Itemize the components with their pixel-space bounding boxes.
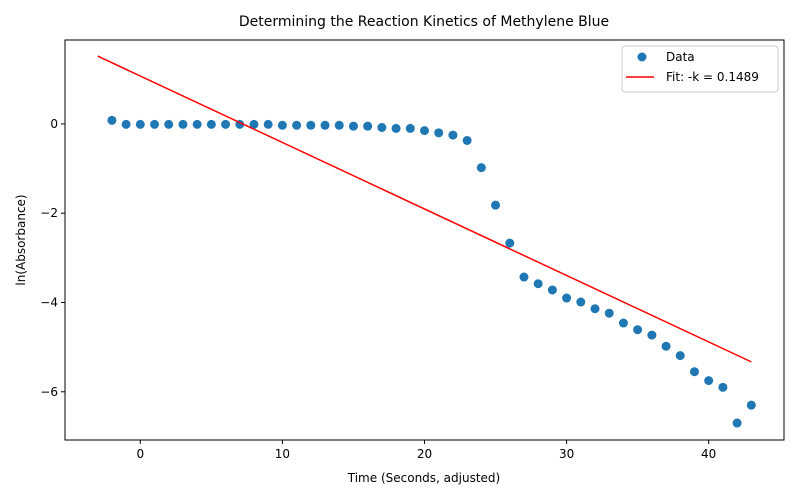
- data-point: [221, 120, 230, 129]
- data-point: [193, 120, 202, 129]
- data-point: [164, 120, 173, 129]
- data-point: [633, 325, 642, 334]
- data-point: [463, 136, 472, 145]
- fit-line: [98, 56, 752, 362]
- x-axis: 0 10 20 30 40: [136, 440, 716, 461]
- data-point: [292, 121, 301, 130]
- data-point: [434, 128, 443, 137]
- legend-fit-label: Fit: -k = 0.1489: [666, 70, 759, 84]
- data-point: [704, 376, 713, 385]
- data-point: [718, 383, 727, 392]
- data-point: [122, 120, 131, 129]
- y-axis: 0 −2 −4 −6: [40, 117, 65, 399]
- data-point: [548, 286, 557, 295]
- data-point: [534, 279, 543, 288]
- data-point: [349, 122, 358, 131]
- x-axis-label: Time (Seconds, adjusted): [347, 471, 500, 485]
- data-point: [178, 120, 187, 129]
- data-point: [733, 419, 742, 428]
- data-point: [448, 131, 457, 140]
- data-point: [335, 121, 344, 130]
- data-point: [306, 121, 315, 130]
- y-tick-label: −6: [40, 385, 58, 399]
- data-point: [264, 120, 273, 129]
- data-point: [392, 124, 401, 133]
- legend-data-marker: [638, 53, 647, 62]
- chart-title: Determining the Reaction Kinetics of Met…: [239, 14, 609, 30]
- data-point: [605, 309, 614, 318]
- data-point: [676, 351, 685, 360]
- data-point: [562, 294, 571, 303]
- data-point: [420, 126, 429, 135]
- x-tick-label: 10: [275, 447, 290, 461]
- data-point: [591, 304, 600, 313]
- y-axis-label: ln(Absorbance): [14, 194, 28, 285]
- data-point: [505, 239, 514, 248]
- data-point: [321, 121, 330, 130]
- x-tick-label: 0: [136, 447, 144, 461]
- legend: Data Fit: -k = 0.1489: [622, 46, 778, 92]
- data-point: [363, 122, 372, 131]
- data-point: [576, 298, 585, 307]
- data-point: [619, 319, 628, 328]
- legend-box: [622, 46, 778, 92]
- data-point: [377, 123, 386, 132]
- y-tick-label: 0: [50, 117, 58, 131]
- data-point: [150, 120, 159, 129]
- data-point: [747, 401, 756, 410]
- x-tick-label: 30: [559, 447, 574, 461]
- data-point: [207, 120, 216, 129]
- data-point: [690, 367, 699, 376]
- data-point: [662, 342, 671, 351]
- data-point: [647, 331, 656, 340]
- y-tick-label: −2: [40, 206, 58, 220]
- plot-frame: [65, 40, 784, 440]
- data-point: [406, 124, 415, 133]
- data-point: [278, 121, 287, 130]
- x-tick-label: 40: [701, 447, 716, 461]
- y-tick-label: −4: [40, 296, 58, 310]
- data-point: [107, 116, 116, 125]
- data-point: [519, 273, 528, 282]
- plot-area: [98, 56, 756, 427]
- legend-data-label: Data: [666, 50, 695, 64]
- x-tick-label: 20: [417, 447, 432, 461]
- data-point: [136, 120, 145, 129]
- data-point: [477, 163, 486, 172]
- data-point: [491, 201, 500, 210]
